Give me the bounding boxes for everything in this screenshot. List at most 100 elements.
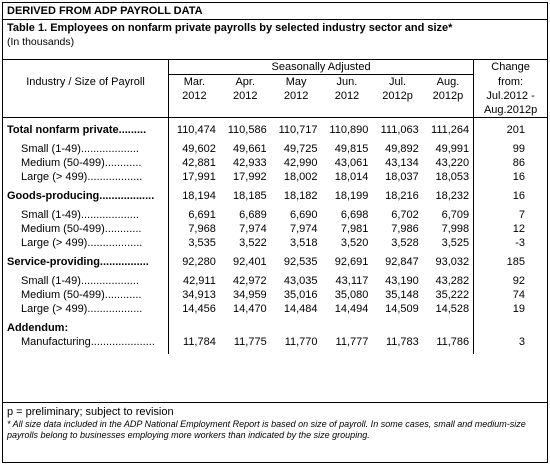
spacer-cell (422, 316, 475, 321)
size-row: Small (1-49)................... 42,911 42,… (3, 274, 547, 288)
change-cell: 12 (512, 223, 525, 235)
change-cell: 86 (512, 157, 525, 169)
spacer-cell (422, 184, 475, 189)
row-label: Total nonfarm private......... (3, 123, 169, 137)
seasonally-adjusted-header: Seasonally Adjusted (168, 59, 475, 75)
value-cell: 111,264 (422, 123, 475, 137)
value-cell: 18,216 (385, 190, 419, 202)
addendum-label: Addendum: (3, 321, 169, 335)
change-cell: 19 (512, 303, 525, 315)
spacer-cell (422, 349, 475, 354)
month-col-4-l1: Jul. (389, 76, 407, 88)
row-spacer (3, 250, 547, 255)
change-cell: -3 (515, 237, 525, 249)
empty-cell (322, 321, 373, 335)
row-spacer (3, 203, 547, 208)
value-cell: 43,282 (422, 274, 475, 288)
value-cell: 7,974 (239, 223, 267, 235)
empty-cell (271, 321, 322, 335)
value-cell: 92,280 (182, 256, 216, 268)
month-col-4-l2: 2012p (382, 90, 413, 102)
size-row: Medium (50-499)............ 42,881 42,933 4… (3, 156, 547, 170)
change-cell: 74 (512, 289, 525, 301)
stub-header: Industry / Size of Payroll (3, 74, 169, 89)
month-col-0-l1: Mar. (183, 76, 206, 88)
month-col-2-l1: May (285, 76, 307, 88)
table-title: Table 1. Employees on nonfarm private pa… (3, 22, 547, 34)
value-cell: 11,777 (335, 336, 369, 348)
spacer-cell (3, 316, 169, 321)
spacer-cell (474, 349, 547, 354)
spacer-cell (3, 349, 169, 354)
value-cell: 18,199 (334, 190, 369, 202)
empty-cell (422, 321, 475, 335)
spacer-cell (422, 269, 475, 274)
spacer-cell (3, 250, 169, 255)
value-cell: 6,690 (290, 209, 318, 221)
sector-row: Goods-producing.................. 18,194 1… (3, 189, 547, 203)
manufacturing-row: Manufacturing..................... 11,784… (3, 335, 547, 349)
spacer-cell (3, 203, 169, 208)
value-cell: 92,401 (233, 256, 267, 268)
month-col-3-l2: 2012 (334, 90, 360, 102)
value-cell: 14,528 (422, 302, 475, 316)
spacer-cell (3, 137, 169, 142)
value-cell: 43,190 (385, 275, 419, 287)
value-cell: 43,220 (422, 156, 475, 170)
value-cell: 18,194 (182, 190, 216, 202)
row-label: Service-providing................ (3, 255, 169, 269)
value-cell: 43,134 (385, 157, 419, 169)
value-cell: 49,602 (182, 143, 216, 155)
value-cell: 43,117 (335, 275, 369, 287)
value-cell: 6,698 (340, 209, 369, 221)
change-cell: 16 (512, 190, 525, 202)
spacer-cell (372, 349, 422, 354)
change-cell: 16 (512, 171, 525, 183)
change-cell: 99 (512, 143, 525, 155)
value-cell: 93,032 (422, 255, 475, 269)
size-row: Medium (50-499)............ 34,913 34,959 3… (3, 288, 547, 302)
value-cell: 35,222 (422, 288, 475, 302)
row-spacer (3, 349, 547, 354)
value-cell: 18,185 (233, 190, 267, 202)
value-cell: 111,063 (380, 124, 419, 136)
value-cell: 6,702 (391, 209, 419, 221)
change-cell: 92 (512, 275, 525, 287)
value-cell: 43,035 (283, 275, 318, 287)
value-cell: 42,911 (183, 275, 216, 287)
value-cell: 92,691 (334, 256, 369, 268)
empty-cell (169, 321, 220, 335)
month-col-5-l1: Aug. (422, 74, 475, 89)
spacer-cell (422, 250, 475, 255)
row-label: Large (> 499).................. (3, 236, 169, 250)
value-cell: 3,525 (422, 236, 475, 250)
value-cell: 11,770 (284, 336, 318, 348)
row-label: Large (> 499).................. (3, 302, 169, 316)
spacer-cell (422, 117, 475, 123)
value-cell: 6,709 (422, 208, 475, 222)
value-cell: 110,474 (176, 124, 216, 136)
value-cell: 17,991 (182, 171, 216, 183)
empty-cell (220, 321, 271, 335)
value-cell: 34,913 (182, 289, 216, 301)
value-cell: 3,528 (391, 237, 419, 249)
month-header-spacer (168, 103, 475, 118)
size-row: Large (> 499).................. 14,456 14,… (3, 302, 547, 316)
row-label: Small (1-49)................... (3, 142, 169, 156)
addendum-row: Addendum: (3, 321, 547, 335)
value-cell: 35,016 (283, 289, 318, 301)
row-spacer (3, 184, 547, 189)
payroll-table-document: DERIVED FROM ADP PAYROLL DATA Table 1. E… (2, 2, 548, 463)
spacer-cell (3, 117, 169, 123)
value-cell: 11,784 (183, 336, 216, 348)
row-label: Large (> 499).................. (3, 170, 169, 184)
value-cell: 49,892 (385, 143, 419, 155)
spacer-cell (271, 349, 322, 354)
spacer-cell (220, 349, 271, 354)
derived-banner: DERIVED FROM ADP PAYROLL DATA (3, 3, 547, 20)
value-cell: 3,522 (239, 237, 267, 249)
size-row: Small (1-49)................... 49,602 49,… (3, 142, 547, 156)
row-label: Medium (50-499)............ (3, 222, 169, 236)
change-header-2: from: (498, 75, 524, 88)
month-col-1-l1: Apr. (235, 76, 256, 88)
